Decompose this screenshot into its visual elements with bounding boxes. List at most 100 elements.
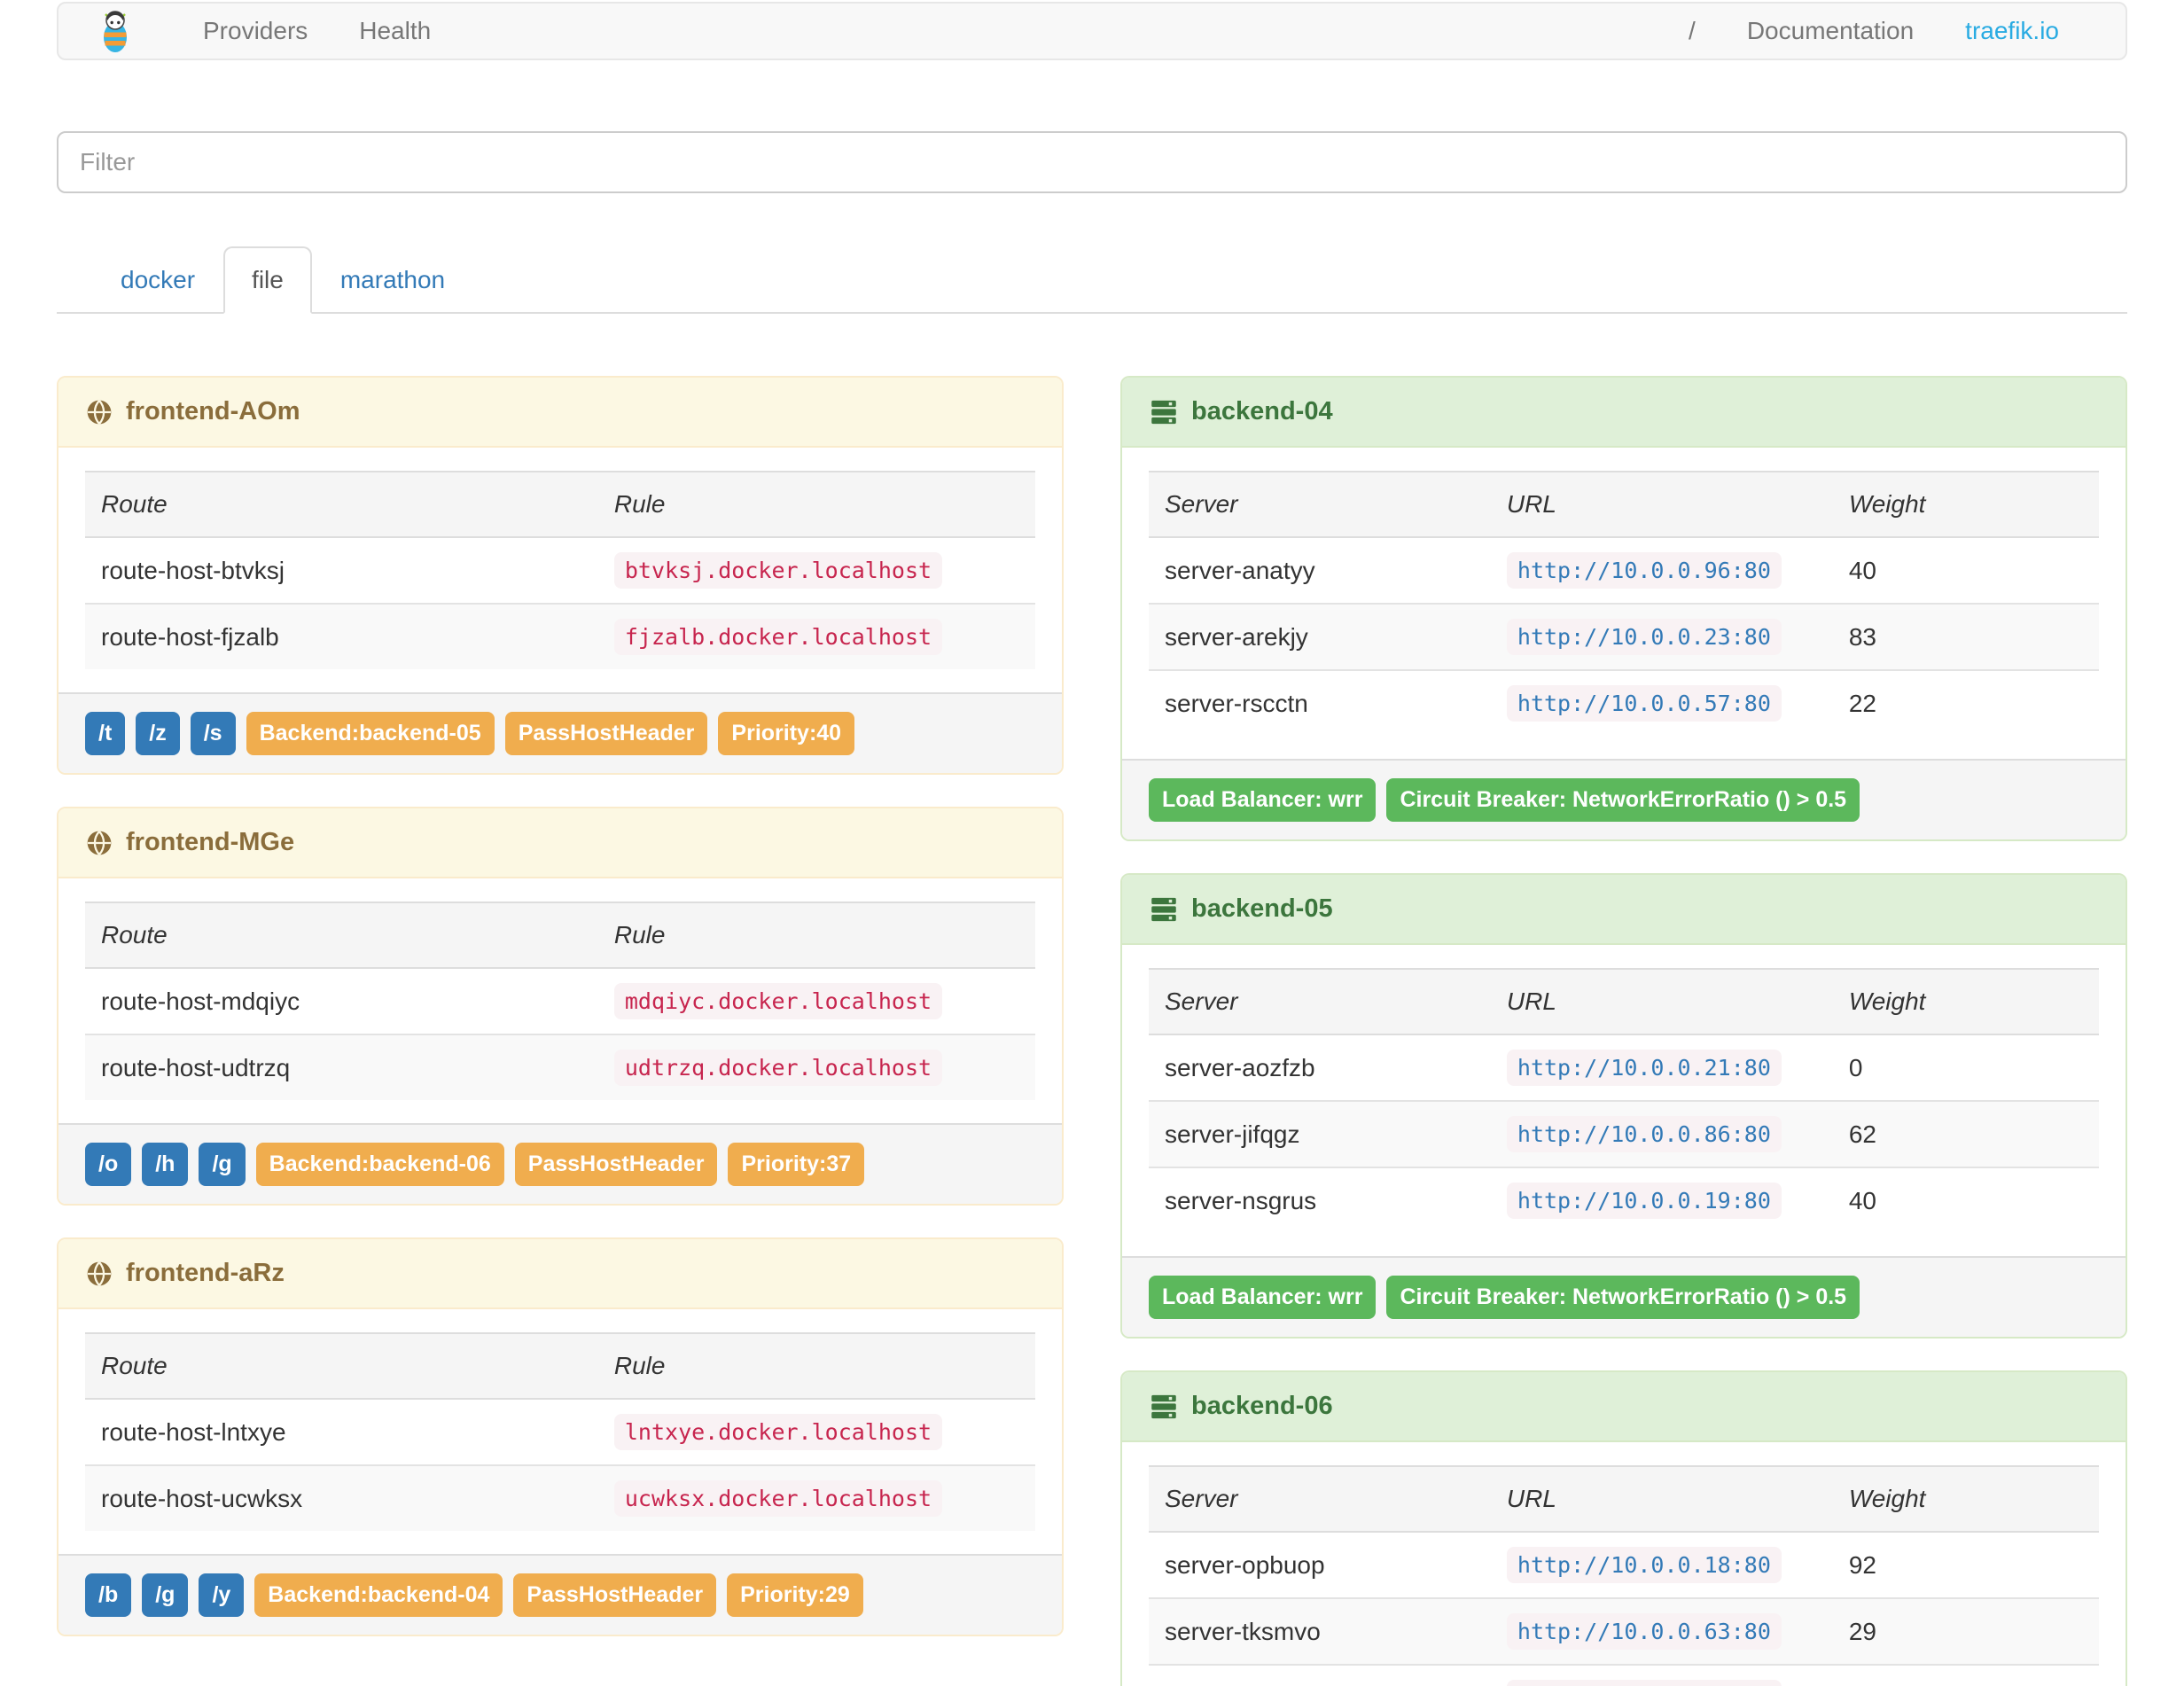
- column-header-route: Route: [85, 471, 598, 538]
- server-weight: 40: [1832, 1167, 2099, 1233]
- route-row: route-host-udtrzq udtrzq.docker.localhost: [85, 1034, 1035, 1100]
- route-rule-cell: ucwksx.docker.localhost: [597, 1464, 1035, 1531]
- server-row: server-arekjy http://10.0.0.23:80 83: [1149, 603, 2099, 670]
- backend-tag-badge: Load Balancer: wrr: [1149, 778, 1377, 822]
- servers-table-head: Server URL Weight: [1149, 968, 2099, 1035]
- nav-providers-link[interactable]: Providers: [203, 17, 308, 44]
- nav-traefik-io-link[interactable]: traefik.io: [1965, 17, 2059, 44]
- server-row: server-rscctn http://10.0.0.57:80 22: [1149, 669, 2099, 736]
- routes-table: Route Rule route-host-btvksj btvksj.docker.…: [85, 471, 1035, 669]
- server-url-cell: http://10.0.0.21:80: [1491, 1034, 1833, 1101]
- server-row: server-updomo http://10.0.0.92:80 57: [1149, 1664, 2099, 1686]
- backend-card-heading: backend-06: [1122, 1372, 2126, 1442]
- frontend-tag-badge: Backend:backend-05: [246, 712, 495, 755]
- column-header-rule: Rule: [597, 471, 1035, 538]
- server-name: server-updomo: [1149, 1664, 1491, 1686]
- backend-tag-badge: Circuit Breaker: NetworkErrorRatio () > …: [1386, 1276, 1860, 1319]
- routes-header-row: Route Rule: [85, 471, 1035, 538]
- column-header-rule: Rule: [597, 1332, 1035, 1400]
- backend-card-backend-06: backend-06 Server URL Weight server-opbuop ht…: [1120, 1370, 2127, 1686]
- frontend-tag-badge: Priority:29: [727, 1573, 863, 1617]
- column-header-route: Route: [85, 902, 598, 969]
- column-header-url: URL: [1490, 968, 1833, 1035]
- server-url-value: http://10.0.0.18:80: [1506, 1547, 1782, 1583]
- frontend-tag-badge: Priority:37: [728, 1143, 865, 1186]
- column-header-route: Route: [85, 1332, 598, 1400]
- frontend-tag-badge: PassHostHeader: [514, 1143, 718, 1186]
- server-name: server-tksmvo: [1149, 1597, 1491, 1665]
- tab-link-docker[interactable]: docker: [121, 266, 196, 293]
- backend-card-backend-04: backend-04 Server URL Weight server-anatyy ht…: [1120, 376, 2127, 841]
- backend-card-backend-05: backend-05 Server URL Weight server-aozfzb ht…: [1120, 873, 2127, 1339]
- frontend-card-footer: /b/g/y Backend:backend-04 PassHostHeader Pr…: [58, 1554, 1062, 1635]
- server-weight: 29: [1832, 1597, 2099, 1665]
- server-name: server-jifqgz: [1149, 1100, 1491, 1167]
- server-url-cell: http://10.0.0.96:80: [1491, 537, 1833, 604]
- servers-table-body: server-anatyy http://10.0.0.96:80 40 server…: [1149, 537, 2099, 736]
- servers-header-row: Server URL Weight: [1149, 968, 2099, 1035]
- content-row: frontend-AOm Route Rule route-host-btvksj bt…: [57, 376, 2127, 1686]
- route-path-badge: /b: [85, 1573, 132, 1617]
- frontend-card-footer: /o/h/g Backend:backend-06 PassHostHeader Pr…: [58, 1123, 1062, 1204]
- routes-table-head: Route Rule: [85, 902, 1035, 969]
- route-rule-value: mdqiyc.docker.localhost: [613, 983, 943, 1019]
- filter-input[interactable]: [57, 131, 2127, 193]
- server-url-cell: http://10.0.0.23:80: [1490, 603, 1833, 670]
- globe-icon: [85, 829, 113, 857]
- nav-health-link[interactable]: Health: [359, 17, 432, 44]
- backend-card-title: backend-05: [1191, 894, 1333, 923]
- frontend-tag-badge: PassHostHeader: [513, 1573, 717, 1617]
- traefik-logo-icon[interactable]: [99, 4, 131, 59]
- route-rule-value: ucwksx.docker.localhost: [613, 1480, 943, 1517]
- servers-table-head: Server URL Weight: [1149, 1465, 2099, 1533]
- route-name: route-host-ucwksx: [85, 1464, 598, 1531]
- column-header-server: Server: [1149, 471, 1491, 538]
- servers-table: Server URL Weight server-anatyy http://10.0.…: [1149, 471, 2099, 736]
- routes-table-body: route-host-mdqiyc mdqiyc.docker.localhost…: [85, 968, 1035, 1100]
- route-name: route-host-lntxye: [101, 1417, 286, 1446]
- route-path-badge: /o: [85, 1143, 132, 1186]
- navbar-left: Providers Health: [99, 4, 456, 59]
- route-path-badge: /h: [142, 1143, 189, 1186]
- server-weight: 22: [1832, 669, 2099, 736]
- servers-table-body: server-aozfzb http://10.0.0.21:80 0 server-…: [1149, 1034, 2099, 1233]
- route-name: route-host-udtrzq: [85, 1034, 598, 1100]
- backend-card-title: backend-06: [1191, 1392, 1333, 1420]
- backend-tag-badge: Load Balancer: wrr: [1149, 1276, 1377, 1319]
- tab-file: file: [223, 246, 312, 314]
- server-name: server-rscctn: [1149, 669, 1491, 736]
- nav-documentation-link[interactable]: Documentation: [1746, 17, 1915, 44]
- route-row: route-host-fjzalb fjzalb.docker.localhost: [85, 603, 1035, 669]
- frontend-tag-badge: Priority:40: [718, 712, 855, 755]
- server-url-cell: http://10.0.0.86:80: [1490, 1100, 1833, 1167]
- globe-icon: [85, 398, 113, 426]
- servers-table-body: server-opbuop http://10.0.0.18:80 92 server…: [1149, 1532, 2099, 1686]
- server-url-value: http://10.0.0.19:80: [1506, 1183, 1782, 1219]
- routes-header-row: Route Rule: [85, 1332, 1035, 1400]
- frontend-card-title: frontend-MGe: [126, 828, 295, 856]
- tab-link-file[interactable]: file: [223, 246, 312, 314]
- server-row: server-jifqgz http://10.0.0.86:80 62: [1149, 1100, 2099, 1167]
- server-weight: 83: [1832, 603, 2099, 670]
- frontend-card-heading: frontend-MGe: [58, 808, 1062, 878]
- backend-tag-badge: Circuit Breaker: NetworkErrorRatio () > …: [1386, 778, 1860, 822]
- backends-column: backend-04 Server URL Weight server-anatyy ht…: [1120, 376, 2127, 1686]
- server-url-value: http://10.0.0.57:80: [1506, 685, 1782, 722]
- server-url-value: http://10.0.0.21:80: [1506, 1050, 1782, 1086]
- server-url-cell: http://10.0.0.63:80: [1490, 1597, 1833, 1665]
- route-name: route-host-btvksj: [101, 556, 285, 584]
- route-row: route-host-btvksj btvksj.docker.localhost: [85, 537, 1035, 604]
- backend-card-title: backend-04: [1191, 397, 1333, 425]
- tab-link-marathon[interactable]: marathon: [339, 266, 446, 293]
- backend-card-body: Server URL Weight server-opbuop http://10.0.…: [1122, 1442, 2126, 1686]
- backend-card-heading: backend-05: [1122, 875, 2126, 945]
- route-row: route-host-mdqiyc mdqiyc.docker.localhost: [85, 968, 1035, 1034]
- backend-card-footer: Load Balancer: wrr Circuit Breaker: Netwo…: [1122, 759, 2126, 839]
- server-name: server-arekjy: [1149, 603, 1491, 670]
- globe-icon: [85, 1260, 113, 1288]
- frontend-card-body: Route Rule route-host-btvksj btvksj.docker.…: [58, 448, 1062, 692]
- route-name: route-host-mdqiyc: [101, 987, 300, 1015]
- server-url-cell: http://10.0.0.19:80: [1490, 1167, 1833, 1233]
- server-url-cell: http://10.0.0.18:80: [1491, 1532, 1833, 1598]
